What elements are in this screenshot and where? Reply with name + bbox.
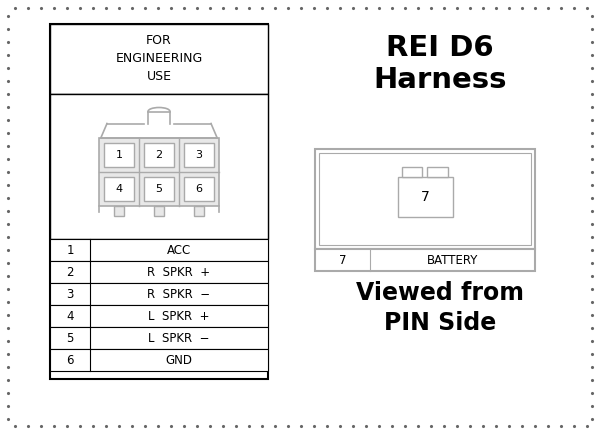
Bar — [104, 142, 134, 167]
Bar — [50, 283, 268, 305]
Text: 1: 1 — [66, 243, 74, 256]
Bar — [50, 305, 268, 327]
Bar — [50, 24, 268, 94]
Text: 7: 7 — [339, 253, 346, 266]
Text: 5: 5 — [155, 184, 163, 194]
Text: L  SPKR  −: L SPKR − — [148, 332, 210, 345]
Text: 6: 6 — [196, 184, 203, 194]
Text: 2: 2 — [155, 149, 163, 160]
Bar — [144, 142, 174, 167]
Text: 4: 4 — [66, 309, 74, 322]
Text: 5: 5 — [67, 332, 74, 345]
Bar — [114, 206, 124, 216]
Text: 2: 2 — [66, 266, 74, 279]
Bar — [194, 206, 204, 216]
Text: 7: 7 — [421, 190, 430, 204]
Text: GND: GND — [166, 354, 193, 366]
Text: FOR
ENGINEERING
USE: FOR ENGINEERING USE — [115, 34, 203, 83]
Bar — [315, 149, 535, 249]
Bar — [154, 206, 164, 216]
Bar — [315, 249, 535, 271]
Bar — [99, 138, 219, 206]
Bar — [401, 167, 422, 177]
Text: 1: 1 — [115, 149, 122, 160]
Bar — [184, 177, 214, 201]
Text: 6: 6 — [66, 354, 74, 366]
Text: ACC: ACC — [167, 243, 191, 256]
Bar — [398, 177, 452, 217]
Bar — [50, 239, 268, 261]
Bar — [50, 349, 268, 371]
Bar — [104, 177, 134, 201]
Text: BATTERY: BATTERY — [427, 253, 478, 266]
Text: L  SPKR  +: L SPKR + — [148, 309, 210, 322]
Text: R  SPKR  −: R SPKR − — [148, 287, 211, 300]
Bar — [319, 153, 531, 245]
Bar — [50, 24, 268, 379]
Text: REI D6
Harness: REI D6 Harness — [373, 34, 507, 95]
Text: 3: 3 — [196, 149, 203, 160]
Text: 3: 3 — [67, 287, 74, 300]
Bar — [184, 142, 214, 167]
Text: Viewed from
PIN Side: Viewed from PIN Side — [356, 281, 524, 335]
Text: 4: 4 — [115, 184, 122, 194]
Text: R  SPKR  +: R SPKR + — [148, 266, 211, 279]
Bar — [144, 177, 174, 201]
Bar — [50, 327, 268, 349]
Bar — [50, 261, 268, 283]
Bar — [50, 94, 268, 239]
Bar — [427, 167, 448, 177]
